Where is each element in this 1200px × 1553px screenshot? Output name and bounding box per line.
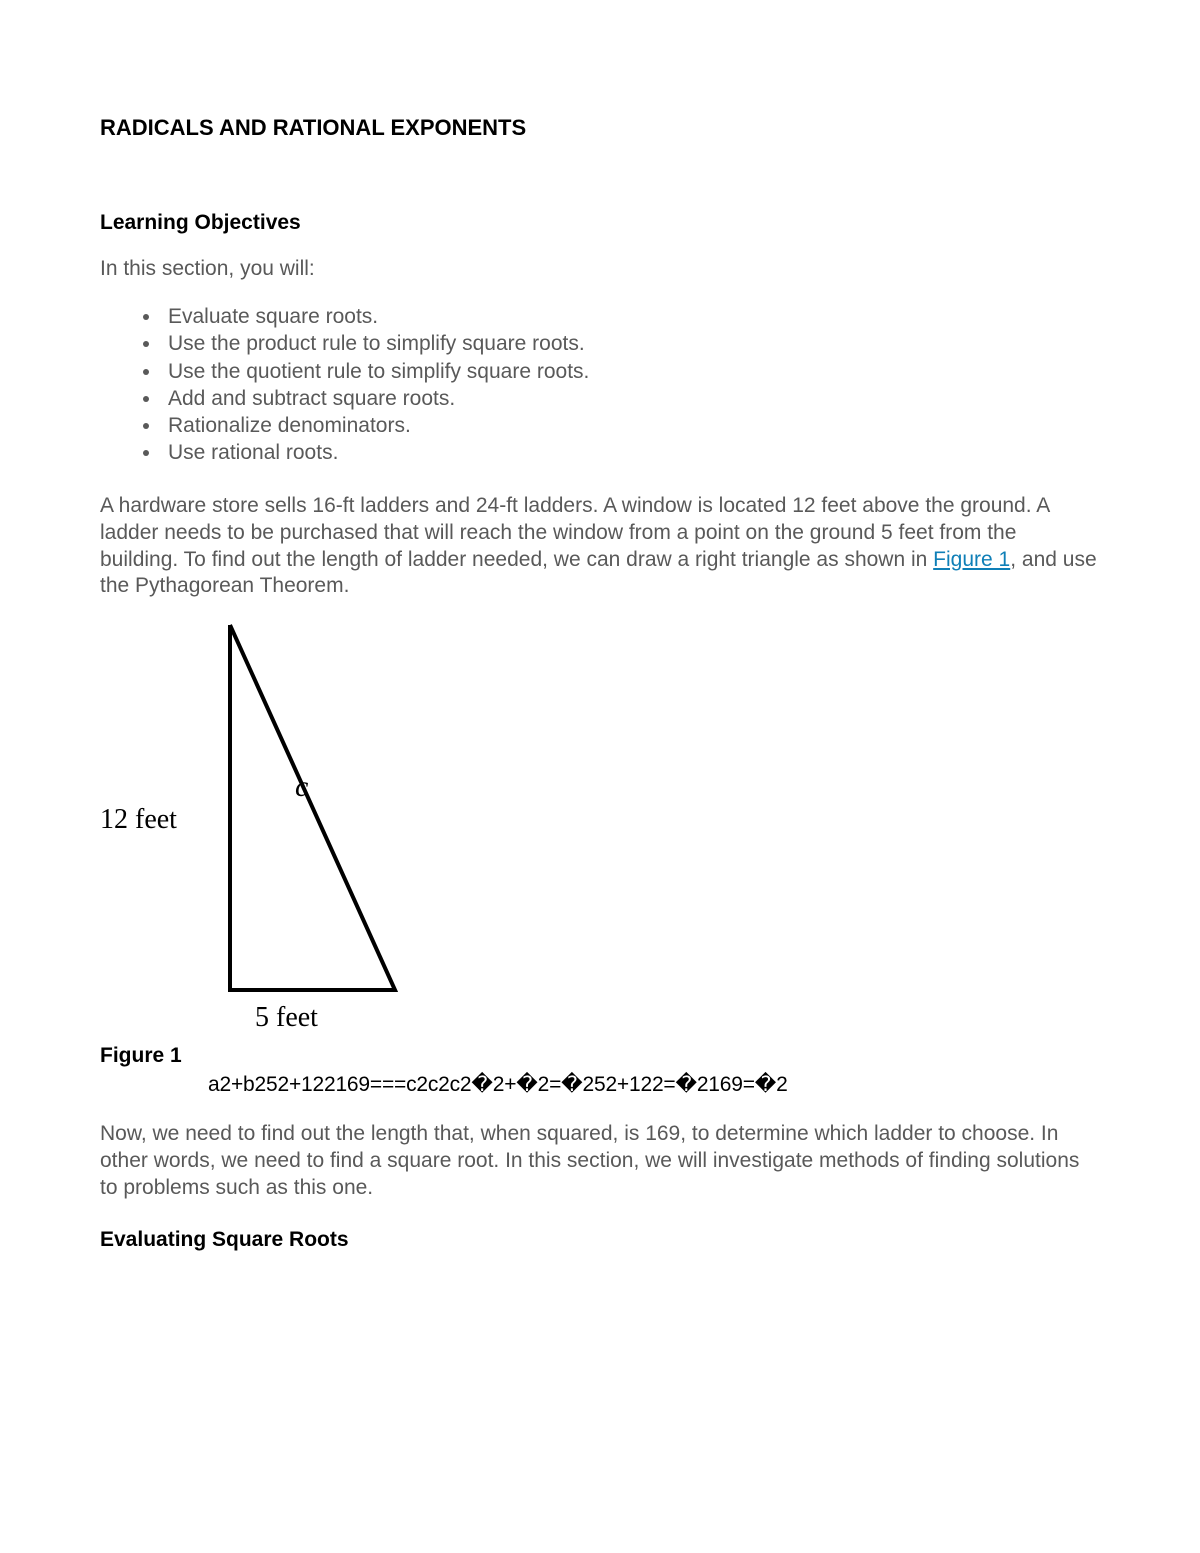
document-page: RADICALS AND RATIONAL EXPONENTS Learning…	[0, 0, 1200, 1553]
left-label: 12 feet	[100, 804, 177, 835]
figure-1-link[interactable]: Figure 1	[933, 548, 1010, 571]
figure-1: 12 feet 5 feet c	[100, 610, 1100, 1040]
list-item: Use rational roots.	[162, 439, 1100, 466]
after-paragraph: Now, we need to find out the length that…	[100, 1121, 1100, 1202]
triangle-diagram: 12 feet 5 feet c	[100, 610, 430, 1040]
triangle-shape	[230, 625, 395, 990]
list-item: Evaluate square roots.	[162, 303, 1100, 330]
objectives-heading: Learning Objectives	[100, 211, 1100, 235]
objectives-intro: In this section, you will:	[100, 257, 1100, 281]
list-item: Use the quotient rule to simplify square…	[162, 358, 1100, 385]
list-item: Rationalize denominators.	[162, 412, 1100, 439]
list-item: Use the product rule to simplify square …	[162, 330, 1100, 357]
bottom-label: 5 feet	[255, 1002, 318, 1033]
equation-text: a2+b252+122169===c2c2c2�2+�2=�252+122=�2…	[100, 1072, 1100, 1097]
section-heading: Evaluating Square Roots	[100, 1228, 1100, 1252]
objectives-list: Evaluate square roots. Use the product r…	[100, 303, 1100, 467]
intro-text-pre: A hardware store sells 16-ft ladders and…	[100, 494, 1049, 571]
hypotenuse-label: c	[295, 770, 308, 803]
list-item: Add and subtract square roots.	[162, 385, 1100, 412]
intro-paragraph: A hardware store sells 16-ft ladders and…	[100, 493, 1100, 601]
page-title: RADICALS AND RATIONAL EXPONENTS	[100, 115, 1100, 141]
figure-caption: Figure 1	[100, 1044, 1100, 1068]
